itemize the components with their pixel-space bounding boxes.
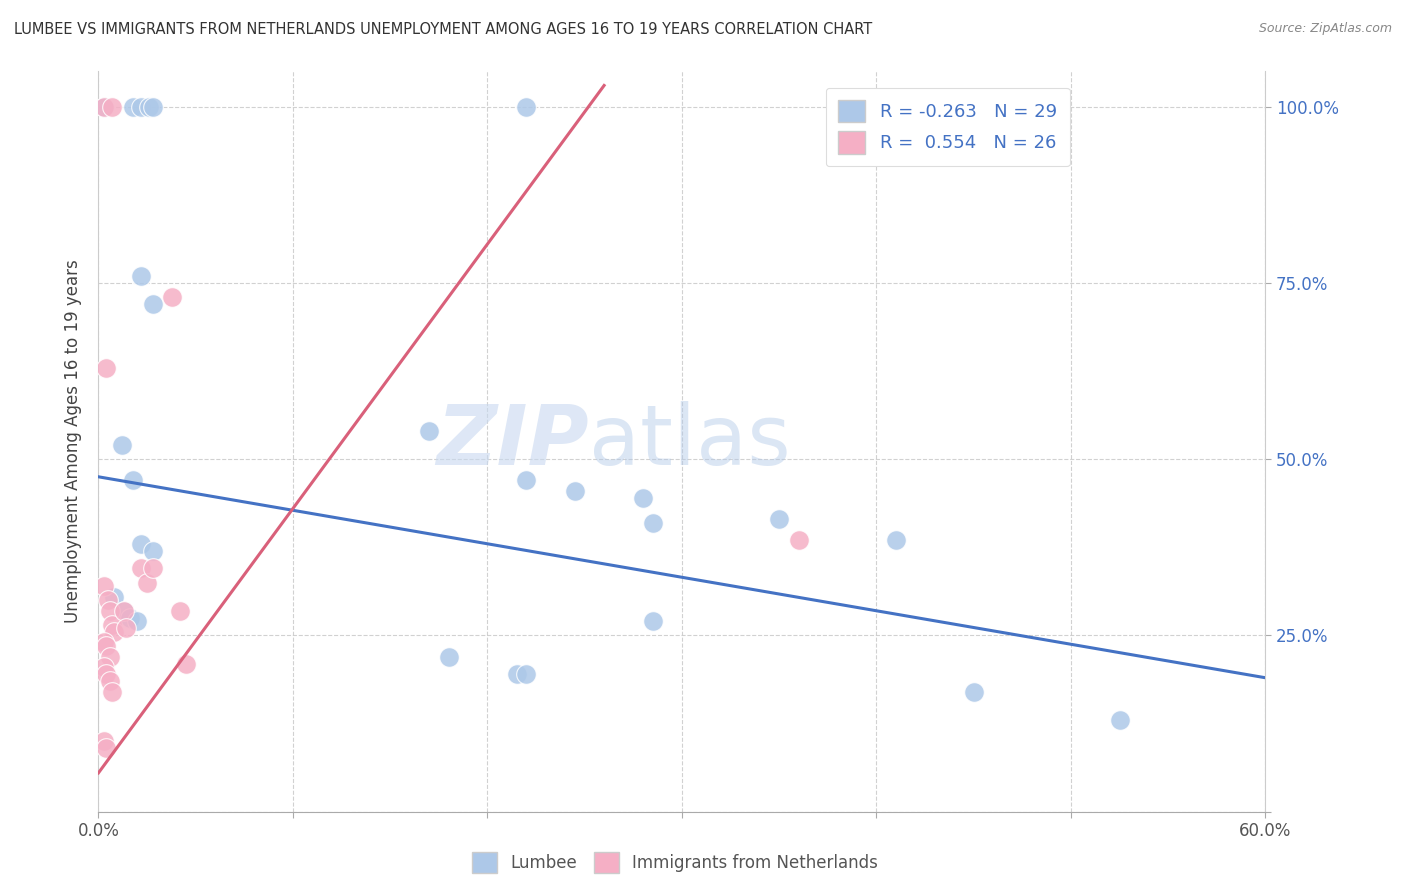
Point bbox=[98, 649, 121, 664]
Point bbox=[96, 741, 118, 756]
Point bbox=[505, 667, 527, 681]
Point bbox=[103, 624, 125, 639]
Point bbox=[768, 512, 790, 526]
Point bbox=[138, 100, 160, 114]
Point bbox=[169, 604, 191, 618]
Point bbox=[122, 473, 145, 487]
Point bbox=[96, 667, 118, 681]
Point bbox=[631, 491, 654, 505]
Point bbox=[98, 604, 121, 618]
Point bbox=[142, 544, 165, 558]
Point bbox=[93, 660, 115, 674]
Point bbox=[97, 593, 120, 607]
Point bbox=[122, 100, 145, 114]
Point bbox=[641, 615, 664, 629]
Point bbox=[93, 100, 115, 114]
Point bbox=[564, 483, 586, 498]
Point bbox=[418, 424, 440, 438]
Point bbox=[162, 290, 184, 304]
Text: Source: ZipAtlas.com: Source: ZipAtlas.com bbox=[1258, 22, 1392, 36]
Point bbox=[103, 590, 125, 604]
Point bbox=[129, 100, 152, 114]
Point bbox=[787, 533, 810, 548]
Point bbox=[96, 639, 118, 653]
Point bbox=[641, 516, 664, 530]
Point bbox=[93, 579, 115, 593]
Point bbox=[93, 100, 115, 114]
Point bbox=[118, 611, 141, 625]
Point bbox=[129, 268, 152, 283]
Point bbox=[112, 604, 135, 618]
Point bbox=[129, 537, 152, 551]
Point bbox=[101, 100, 124, 114]
Point bbox=[142, 100, 165, 114]
Text: atlas: atlas bbox=[589, 401, 790, 482]
Point bbox=[93, 635, 115, 649]
Legend: Lumbee, Immigrants from Netherlands: Lumbee, Immigrants from Netherlands bbox=[465, 846, 884, 880]
Point bbox=[96, 360, 118, 375]
Point bbox=[515, 667, 537, 681]
Point bbox=[962, 685, 984, 699]
Point bbox=[142, 561, 165, 575]
Point bbox=[129, 561, 152, 575]
Point bbox=[515, 100, 537, 114]
Point bbox=[111, 438, 134, 452]
Point bbox=[437, 649, 460, 664]
Point bbox=[101, 618, 124, 632]
Text: LUMBEE VS IMMIGRANTS FROM NETHERLANDS UNEMPLOYMENT AMONG AGES 16 TO 19 YEARS COR: LUMBEE VS IMMIGRANTS FROM NETHERLANDS UN… bbox=[14, 22, 872, 37]
Legend: R = -0.263   N = 29, R =  0.554   N = 26: R = -0.263 N = 29, R = 0.554 N = 26 bbox=[825, 87, 1070, 166]
Point bbox=[174, 657, 197, 671]
Point bbox=[93, 734, 115, 748]
Point bbox=[884, 533, 907, 548]
Point bbox=[101, 685, 124, 699]
Y-axis label: Unemployment Among Ages 16 to 19 years: Unemployment Among Ages 16 to 19 years bbox=[63, 260, 82, 624]
Point bbox=[127, 615, 149, 629]
Point bbox=[112, 604, 135, 618]
Point bbox=[136, 575, 159, 590]
Point bbox=[114, 621, 136, 635]
Point bbox=[98, 674, 121, 689]
Text: ZIP: ZIP bbox=[436, 401, 589, 482]
Point bbox=[1108, 713, 1130, 727]
Point bbox=[515, 473, 537, 487]
Point bbox=[142, 297, 165, 311]
